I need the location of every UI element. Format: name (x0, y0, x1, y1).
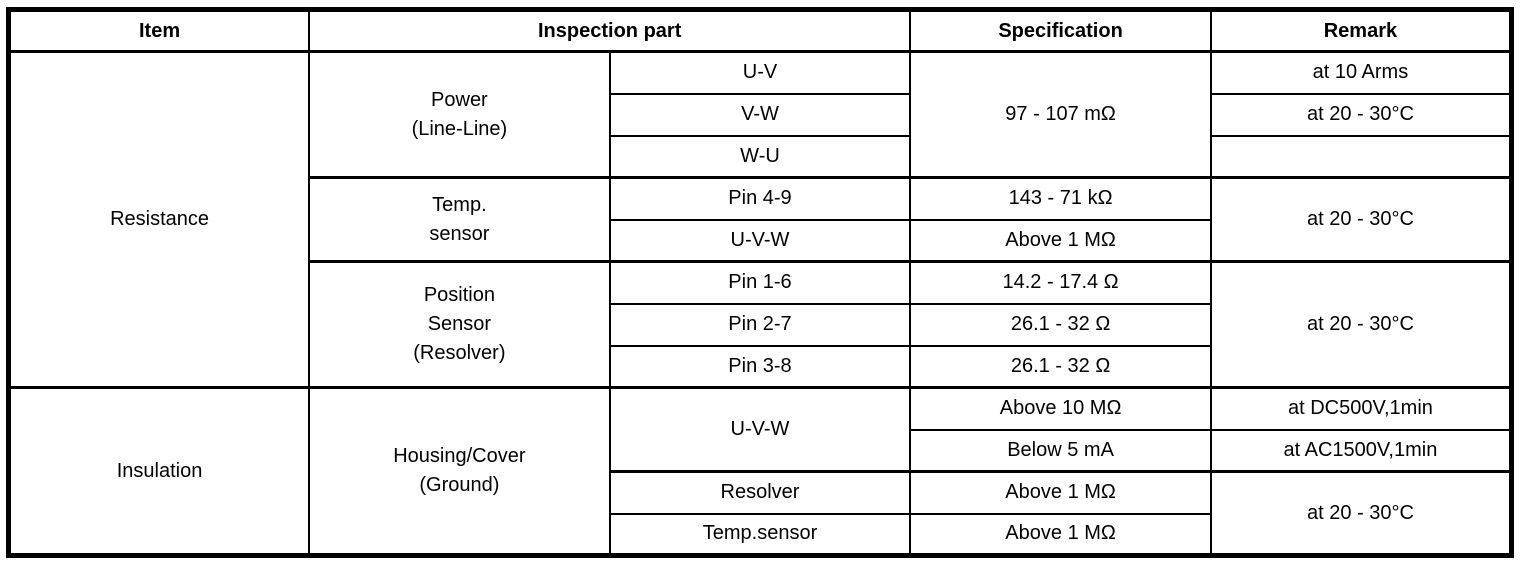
cell-part-temp-sensor: Temp. sensor (308, 176, 611, 263)
cell-spec-above10m: Above 10 MΩ (909, 386, 1212, 431)
cell-item-resistance: Resistance (7, 50, 311, 389)
cell-remark-uv: at 10 Arms (1209, 50, 1513, 95)
row-position-pin16: Position Sensor (Resolver) Pin 1-6 14.2 … (9, 260, 1513, 389)
cell-remark-temp-sensor: at 20 - 30°C (1209, 176, 1513, 263)
row-position-pin27: Pin 2-7 26.1 - 32 Ω (9, 302, 1512, 347)
cell-spec-pin49: 143 - 71 kΩ (909, 176, 1212, 221)
cell-remark-dc500v: at DC500V,1min (1209, 386, 1513, 431)
cell-sub-pin49: Pin 4-9 (608, 176, 912, 221)
row-insulation-uvw-dc: Insulation Housing/Cover (Ground) U-V-W … (7, 386, 1513, 557)
cell-remark-position-sensor: at 20 - 30°C (1209, 260, 1513, 389)
col-header-specification: Specification (909, 8, 1212, 53)
col-header-item: Item (7, 8, 311, 53)
cell-part-housing: Housing/Cover (Ground) (308, 386, 611, 557)
cell-remark-vw: at 20 - 30°C (1209, 92, 1513, 137)
cell-item-insulation: Insulation (7, 386, 311, 557)
row-insulation-resolver: Resolver Above 1 MΩ at 20 - 30°C (9, 470, 1513, 557)
cell-remark-wu (1209, 134, 1513, 179)
row-position-pin38: Pin 3-8 26.1 - 32 Ω (9, 344, 1512, 389)
cell-sub-tempsensor: Temp.sensor (608, 512, 912, 557)
cell-sub-vw: V-W (608, 92, 912, 137)
cell-part-power: Power (Line-Line) (308, 50, 611, 179)
cell-spec-pin16: 14.2 - 17.4 Ω (909, 260, 1212, 305)
row-tempsensor-pin49: Temp. sensor Pin 4-9 143 - 71 kΩ at 20 -… (9, 176, 1513, 263)
cell-sub-pin16: Pin 1-6 (608, 260, 912, 305)
header-row: Item Inspection part Specification Remar… (7, 8, 1513, 53)
row-power-vw: V-W at 20 - 30°C (9, 92, 1513, 137)
cell-part-position-sensor: Position Sensor (Resolver) (308, 260, 611, 389)
row-power-uv: Resistance Power (Line-Line) U-V 97 - 10… (7, 50, 1513, 389)
cell-spec-tempsensor: Above 1 MΩ (909, 512, 1212, 557)
cell-sub-uv: U-V (608, 50, 912, 95)
cell-spec-pin38: 26.1 - 32 Ω (909, 344, 1212, 389)
cell-spec-resolver: Above 1 MΩ (909, 470, 1212, 515)
cell-spec-pin27: 26.1 - 32 Ω (909, 302, 1212, 347)
row-power-wu: W-U (9, 134, 1513, 179)
cell-sub-resolver: Resolver (608, 470, 912, 515)
cell-spec-temp-uvw: Above 1 MΩ (909, 218, 1212, 263)
cell-sub-temp-uvw: U-V-W (608, 218, 912, 263)
cell-spec-power: 97 - 107 mΩ (909, 50, 1212, 179)
col-header-inspection-part: Inspection part (308, 8, 912, 53)
row-tempsensor-uvw: U-V-W Above 1 MΩ (9, 218, 1512, 263)
cell-spec-below5ma: Below 5 mA (909, 428, 1212, 473)
row-insulation-uvw-ac: Below 5 mA at AC1500V,1min (9, 428, 1513, 473)
col-header-remark: Remark (1209, 8, 1513, 53)
cell-sub-insulation-uvw: U-V-W (608, 386, 912, 473)
cell-sub-wu: W-U (608, 134, 912, 179)
row-insulation-tempsensor: Temp.sensor Above 1 MΩ (9, 512, 1512, 557)
inspection-spec-table: Item Inspection part Specification Remar… (6, 7, 1514, 558)
cell-sub-pin38: Pin 3-8 (608, 344, 912, 389)
cell-sub-pin27: Pin 2-7 (608, 302, 912, 347)
cell-remark-insulation-others: at 20 - 30°C (1209, 470, 1513, 557)
cell-remark-ac1500v: at AC1500V,1min (1209, 428, 1513, 473)
